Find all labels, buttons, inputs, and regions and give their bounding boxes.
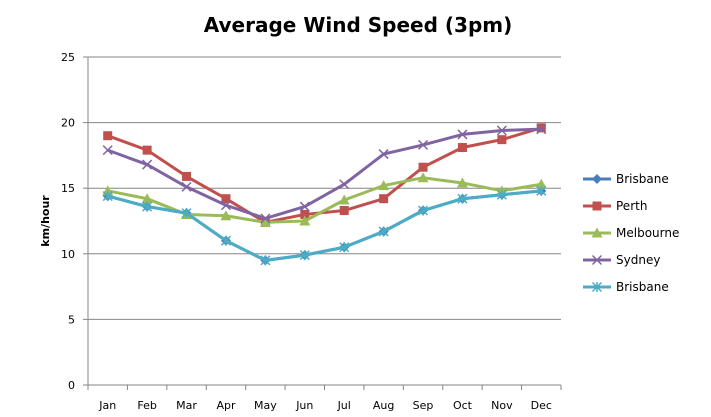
- x-tick-dec: Dec: [531, 399, 552, 412]
- point-melbourne-dec: [535, 178, 547, 189]
- point-sydney-jan: [102, 145, 113, 156]
- series-line-melbourne: [107, 176, 542, 224]
- point-perth-sep: [418, 162, 428, 172]
- legend-label: Perth: [616, 199, 647, 213]
- gridlines: [88, 56, 561, 320]
- point-sydney-sep: [418, 139, 429, 150]
- point-sydney-jul: [339, 179, 350, 190]
- series-line-brisbane: [107, 189, 542, 262]
- point-perth-mar: [182, 171, 192, 181]
- legend-marker: [591, 281, 603, 293]
- series-1-perth: [103, 123, 546, 227]
- y-tick-labels: 0 5 10 15 20 25: [61, 51, 75, 392]
- point-brisbane-may: [260, 255, 271, 266]
- point-sydney-feb: [142, 159, 153, 170]
- x-tick-labels: Jan Feb Mar Apr May Jun Jul Aug Sep Oct Nov Dec: [98, 399, 552, 412]
- point-brisbane-aug: [378, 226, 389, 237]
- point-brisbane-jan: [102, 191, 113, 202]
- legend-item-0: Brisbane: [583, 172, 669, 186]
- x-tick-jul: Jul: [337, 399, 351, 412]
- x-tick-oct: Oct: [453, 399, 473, 412]
- legend-label: Brisbane: [616, 280, 669, 294]
- point-melbourne-jul: [338, 194, 350, 205]
- x-tick-may: May: [254, 399, 277, 412]
- point-melbourne-apr: [220, 210, 232, 221]
- legend-label: Brisbane: [616, 172, 669, 186]
- point-sydney-mar: [181, 181, 192, 192]
- point-perth-feb: [142, 145, 152, 155]
- point-perth-oct: [457, 143, 467, 153]
- point-sydney-dec: [536, 124, 547, 135]
- point-brisbane-feb: [142, 201, 153, 212]
- point-brisbane-oct: [457, 193, 468, 204]
- point-brisbane-jun: [299, 250, 310, 261]
- y-tick-15: 15: [61, 182, 75, 195]
- legend-item-2: Melbourne: [583, 226, 679, 240]
- legend-item-3: Sydney: [583, 253, 660, 267]
- legend-marker: [592, 174, 602, 184]
- x-tick-mar: Mar: [176, 399, 197, 412]
- point-sydney-may: [260, 213, 271, 224]
- point-melbourne-jun: [299, 215, 311, 226]
- point-brisbane-nov: [496, 189, 507, 200]
- point-melbourne-aug: [378, 180, 390, 191]
- legend-label: Melbourne: [616, 226, 679, 240]
- legend-item-1: Perth: [583, 199, 647, 213]
- x-tick-jun: Jun: [295, 399, 313, 412]
- point-sydney-aug: [378, 149, 389, 160]
- y-tick-5: 5: [68, 313, 75, 326]
- x-tick-jan: Jan: [98, 399, 116, 412]
- point-perth-jul: [339, 206, 349, 216]
- point-perth-dec: [536, 123, 546, 133]
- point-melbourne-feb: [141, 193, 153, 204]
- series-2-melbourne: [102, 172, 547, 227]
- series-3-sydney: [102, 124, 547, 224]
- series-line-sydney: [107, 127, 542, 220]
- legend-item-4: Brisbane: [583, 280, 669, 294]
- x-tick-apr: Apr: [216, 399, 236, 412]
- point-melbourne-may: [259, 216, 271, 227]
- point-brisbane-dec: [536, 185, 547, 196]
- legend-marker: [591, 254, 603, 266]
- chart-title: Average Wind Speed (3pm): [204, 13, 513, 37]
- y-tick-20: 20: [61, 117, 75, 130]
- series-lines: [102, 123, 547, 266]
- point-sydney-oct: [457, 129, 468, 140]
- point-sydney-nov: [496, 125, 507, 136]
- y-tick-0: 0: [68, 379, 75, 392]
- y-tick-25: 25: [61, 51, 75, 64]
- series-line-perth: [107, 126, 542, 224]
- point-perth-nov: [497, 135, 507, 145]
- point-perth-apr: [221, 194, 231, 204]
- point-melbourne-sep: [417, 172, 429, 183]
- point-brisbane-mar: [181, 208, 192, 219]
- point-perth-jun: [300, 209, 310, 219]
- point-brisbane-sep: [418, 205, 429, 216]
- x-tick-aug: Aug: [373, 399, 394, 412]
- legend-label: Sydney: [616, 253, 660, 267]
- legend-marker: [592, 201, 602, 211]
- point-melbourne-oct: [456, 177, 468, 188]
- point-sydney-jun: [299, 201, 310, 212]
- x-tick-feb: Feb: [137, 399, 156, 412]
- point-sydney-apr: [220, 200, 231, 211]
- axes: [83, 56, 562, 390]
- point-perth-aug: [379, 194, 389, 204]
- series-4-brisbane: [102, 185, 547, 266]
- point-brisbane-apr: [220, 235, 231, 246]
- y-axis-label: km/hour: [39, 195, 52, 247]
- x-tick-sep: Sep: [413, 399, 434, 412]
- legend-marker: [591, 227, 603, 238]
- point-perth-jan: [103, 131, 113, 141]
- point-brisbane-jul: [339, 242, 350, 253]
- x-tick-nov: Nov: [491, 399, 513, 412]
- legend: Brisbane Perth Melbourne Sydney Brisbane: [583, 172, 679, 294]
- y-tick-10: 10: [61, 248, 75, 261]
